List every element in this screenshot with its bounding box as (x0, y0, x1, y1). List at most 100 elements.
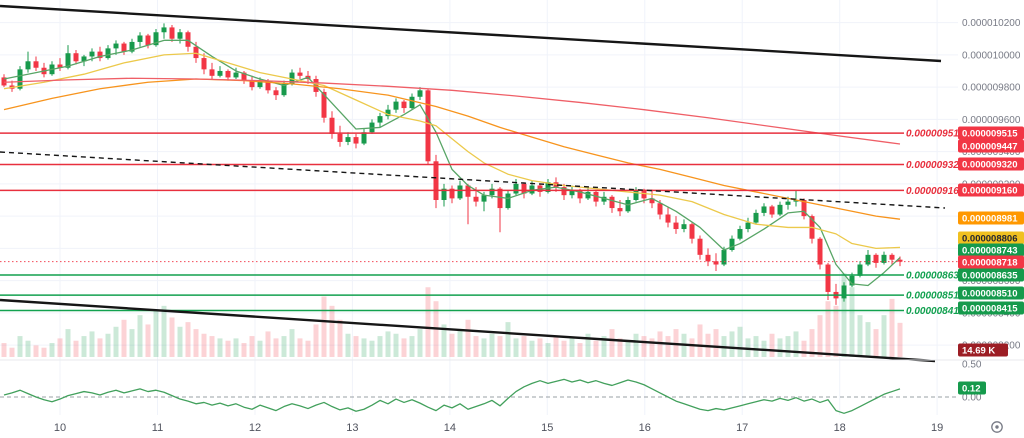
price-badge (958, 343, 1008, 357)
candle-body (489, 188, 495, 196)
volume-bar (897, 322, 903, 357)
time-axis-label: 18 (834, 422, 846, 434)
candle-body (585, 191, 591, 199)
volume-bar (489, 333, 495, 357)
candle-body (505, 193, 511, 209)
volume-bar (209, 336, 215, 357)
candle-body (137, 35, 143, 42)
volume-bar (857, 315, 863, 357)
resistance-label: 0.000009160 - (906, 186, 971, 197)
price-badge-label: 0.000008415 (962, 304, 1018, 315)
settings-gear-icon[interactable] (991, 421, 1003, 433)
candle-body (25, 61, 31, 70)
candle-body (785, 201, 791, 205)
ma-mid-yellow (3, 52, 901, 250)
price-axis-label: 0.000010000 (962, 50, 1021, 61)
volume-bar (97, 338, 103, 357)
volume-bar (241, 343, 247, 357)
candle-body (417, 90, 423, 97)
volume-bar (273, 338, 279, 357)
price-badge (958, 231, 1024, 245)
volume-bar (393, 333, 399, 357)
price-badge (958, 301, 1024, 315)
volume-bar (41, 347, 47, 357)
lower-channel-line[interactable] (0, 298, 936, 363)
volume-bar (297, 338, 303, 357)
volume-bar (409, 336, 415, 357)
candle-body (561, 187, 567, 196)
candle-body (529, 185, 535, 194)
volume-bar (441, 324, 447, 357)
volume-bar (265, 331, 271, 357)
candle-body (897, 259, 903, 262)
candle-body (513, 183, 519, 194)
candle-body (841, 285, 847, 299)
volume-bar (841, 273, 847, 357)
time-axis-label: 19 (931, 422, 943, 434)
price-axis-label: 0.50 (962, 360, 982, 371)
volume-bar (1, 343, 7, 357)
candle-body (433, 161, 439, 200)
candle-body (185, 32, 191, 47)
volume-bar (105, 333, 111, 357)
indicator-line (3, 378, 901, 414)
candle-body (89, 51, 95, 57)
candle-body (265, 80, 271, 91)
volume-bar (313, 324, 319, 357)
volume-bar (697, 324, 703, 357)
volume-bar (529, 340, 535, 357)
volume-bar (865, 322, 871, 357)
volume-bar (417, 329, 423, 357)
volume-bar (25, 340, 31, 357)
candle-body (729, 238, 735, 250)
volume-bar (585, 333, 591, 357)
volume-bar (89, 331, 95, 357)
price-badge (958, 211, 1024, 225)
resistance-label: 0.000009515 - (906, 129, 971, 140)
price-axis-label: 0.000009400 (962, 147, 1021, 158)
volume-bar (481, 338, 487, 357)
candle-body (17, 69, 23, 89)
candle-body (217, 70, 223, 76)
candle-body (689, 224, 695, 239)
volume-bar (73, 340, 79, 357)
candle-body (457, 185, 463, 199)
volume-bar (329, 305, 335, 357)
descending-dashed-line[interactable] (0, 151, 946, 209)
price-axis[interactable]: 0.000010200 0.000010000 0.000009800 0.00000… (958, 18, 1024, 404)
price-badge (958, 139, 1024, 153)
volume-bar (553, 336, 559, 357)
volume-bar (81, 336, 87, 357)
volume-bar (833, 305, 839, 357)
candle-body (521, 183, 527, 194)
candle-body (193, 46, 199, 59)
candle-body (401, 101, 407, 109)
volume-bar (577, 343, 583, 357)
candle-body (753, 212, 759, 223)
candle-body (425, 90, 431, 162)
candle-body (497, 188, 503, 209)
volume-bar (641, 336, 647, 357)
candle-body (761, 206, 767, 213)
time-axis[interactable]: 10 11 12 13 14 15 16 17 18 19 (54, 421, 1003, 434)
volume-bar (153, 310, 159, 357)
volume-bar (129, 329, 135, 357)
upper-channel-line[interactable] (0, 4, 942, 63)
volume-bar (33, 345, 39, 357)
volume-bar (569, 338, 575, 357)
candle-body (745, 222, 751, 230)
price-badge-label: 0.000008510 (962, 289, 1017, 300)
volume-bar (145, 324, 151, 357)
indicator-pane[interactable] (0, 359, 1024, 414)
candle-body (97, 51, 103, 59)
candle-body (665, 214, 671, 223)
candle-body (353, 137, 359, 144)
candle-body (337, 133, 343, 142)
volume-bar (249, 336, 255, 357)
volume-bar (457, 329, 463, 357)
volume-bar (49, 343, 55, 357)
candle-body (713, 261, 719, 265)
candle-body (793, 200, 799, 202)
